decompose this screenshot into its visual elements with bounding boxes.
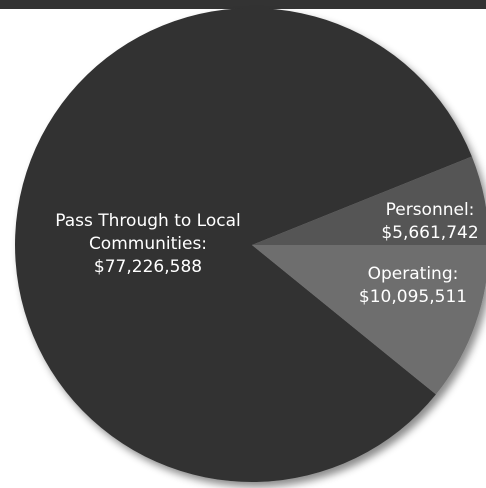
top-bar	[0, 0, 486, 9]
label-pass-through: Pass Through to Local Communities: $77,226…	[55, 211, 240, 277]
slice-operating	[252, 245, 486, 395]
label-operating: Operating: $10,095,511	[359, 264, 467, 307]
slice-pass-through	[15, 7, 472, 482]
label-personnel-line: Personnel:	[386, 200, 475, 220]
slice-personnel	[252, 156, 486, 245]
label-pass-through-line: Pass Through to Local	[55, 211, 240, 231]
label-operating-line: $10,095,511	[359, 287, 467, 307]
label-pass-through-line: Communities:	[89, 234, 207, 254]
label-personnel-line: $5,661,742	[381, 223, 478, 243]
label-operating-line: Operating:	[368, 264, 459, 284]
label-personnel: Personnel: $5,661,742	[381, 200, 478, 243]
label-pass-through-line: $77,226,588	[94, 257, 202, 277]
